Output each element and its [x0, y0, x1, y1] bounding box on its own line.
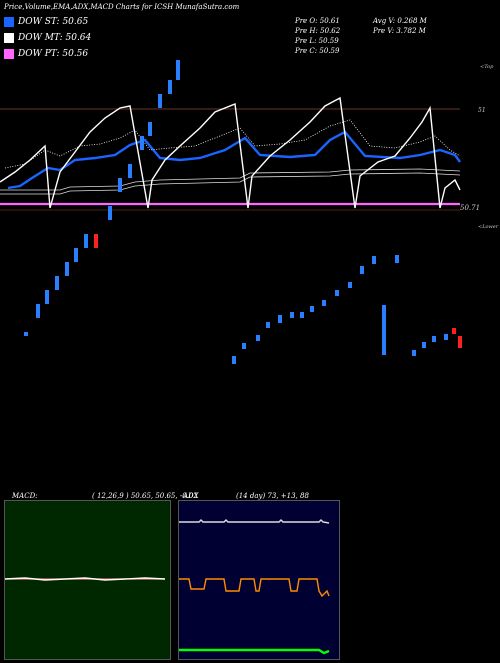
candle [322, 300, 326, 306]
candle [422, 342, 426, 348]
series-long-ema [0, 168, 461, 191]
top-label: <Top [480, 64, 494, 70]
price-label-51: 51 [478, 107, 486, 114]
legend-swatch-st [4, 17, 14, 27]
stat-prev-volume: Pre V: 3.782 M [373, 27, 426, 35]
candle [266, 322, 270, 328]
candle [432, 336, 436, 342]
macd-params: ( 12,26,9 ) 50.65, 50.65, -0.02 [92, 492, 198, 500]
candle [300, 312, 304, 318]
candle [158, 94, 162, 108]
stat-low: Pre L: 50.59 [295, 37, 339, 45]
candle [74, 248, 78, 262]
candle [458, 336, 462, 348]
stats-col1: Pre O: 50.61 Pre H: 50.62 Pre L: 50.59 P… [295, 17, 340, 55]
candle [118, 178, 122, 192]
legend-swatch-pt [4, 49, 14, 59]
adx-minus-di [179, 648, 330, 655]
series-long-ema-2 [0, 172, 461, 195]
candle [148, 122, 152, 136]
candle [232, 356, 236, 364]
legend-label-pt: DOW PT: 50.56 [18, 49, 89, 59]
candle [278, 315, 282, 323]
series-dow-st [7, 130, 461, 190]
adx-line [179, 519, 330, 524]
candle [55, 276, 59, 290]
candle [348, 282, 352, 288]
candle [382, 305, 386, 355]
macd-label: MACD: [12, 492, 38, 500]
lower-label: <Lower [478, 224, 499, 230]
adx-plus-di [179, 578, 330, 598]
legend-dow-st: DOW ST: 50.65 [4, 16, 88, 28]
candle [84, 234, 88, 248]
stat-close: Pre C: 50.59 [295, 47, 340, 55]
price-label-5071: 50.71 [460, 204, 480, 212]
candle [36, 304, 40, 318]
candle [24, 332, 28, 336]
series-dotted-ema [4, 119, 461, 169]
candle [310, 306, 314, 312]
candle [412, 350, 416, 356]
candle [290, 312, 294, 318]
legend-label-mt: DOW MT: 50.64 [18, 33, 92, 43]
macd-chart [4, 577, 166, 581]
legend-dow-mt: DOW MT: 50.64 [4, 32, 91, 44]
candle [360, 266, 364, 274]
stat-avg-volume: Avg V: 0.268 M [373, 17, 427, 25]
candle [128, 164, 132, 178]
legend-swatch-mt [4, 33, 14, 43]
candle [372, 256, 376, 264]
stat-open: Pre O: 50.61 [295, 17, 340, 25]
candle [452, 328, 456, 334]
candle [444, 334, 448, 340]
candle [45, 290, 49, 304]
series-dow-mt [0, 96, 461, 209]
adx-chart [179, 519, 330, 655]
chart-title: Price,Volume,EMA,ADX,MACD Charts for ICS… [4, 3, 240, 11]
candle [65, 262, 69, 276]
adx-label: ADX [183, 492, 199, 500]
candle [256, 335, 260, 341]
candles-group [24, 60, 462, 364]
candle [94, 234, 98, 248]
candle [140, 136, 144, 150]
candle [108, 206, 112, 220]
candle [395, 255, 399, 263]
macd-panel [4, 500, 171, 660]
legend-dow-pt: DOW PT: 50.56 [4, 48, 88, 60]
adx-params: (14 day) 73, +13, 88 [236, 492, 309, 500]
stat-high: Pre H: 50.62 [295, 27, 341, 35]
candle [335, 290, 339, 296]
stats-col2: Avg V: 0.268 M Pre V: 3.782 M [373, 17, 427, 35]
adx-panel [178, 500, 340, 660]
price-chart: <Top 51 50.71 <Lower [0, 60, 499, 364]
macd-line [4, 577, 166, 581]
candle [168, 80, 172, 94]
candle [176, 60, 180, 80]
candle [242, 343, 246, 349]
legend-label-st: DOW ST: 50.65 [18, 17, 89, 27]
